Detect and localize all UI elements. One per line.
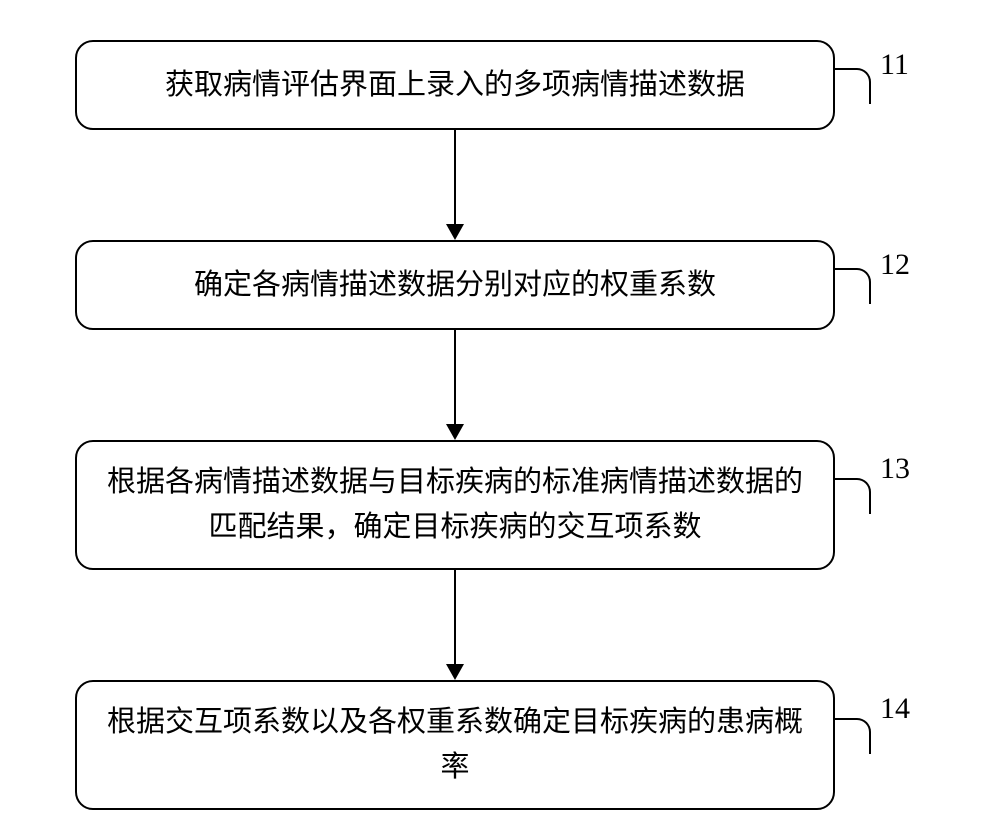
flow-node-1: 获取病情评估界面上录入的多项病情描述数据	[75, 40, 835, 130]
flow-node-1-label: 11	[880, 48, 909, 82]
flow-node-2-tick	[835, 268, 871, 304]
arrow-2-3-head	[446, 424, 464, 440]
flow-node-3: 根据各病情描述数据与目标疾病的标准病情描述数据的匹配结果，确定目标疾病的交互项系…	[75, 440, 835, 570]
arrow-1-2-head	[446, 224, 464, 240]
arrow-3-4-head	[446, 664, 464, 680]
flow-node-1-tick	[835, 68, 871, 104]
flow-node-2-label: 12	[880, 248, 910, 282]
flowchart-canvas: 获取病情评估界面上录入的多项病情描述数据 11 确定各病情描述数据分别对应的权重…	[0, 0, 1000, 825]
arrow-1-2-line	[454, 130, 456, 224]
flow-node-1-text: 获取病情评估界面上录入的多项病情描述数据	[165, 63, 745, 108]
flow-node-3-label: 13	[880, 452, 910, 486]
flow-node-4-tick	[835, 718, 871, 754]
arrow-2-3-line	[454, 330, 456, 424]
flow-node-3-tick	[835, 478, 871, 514]
flow-node-4-text: 根据交互项系数以及各权重系数确定目标疾病的患病概率	[107, 700, 803, 790]
flow-node-4: 根据交互项系数以及各权重系数确定目标疾病的患病概率	[75, 680, 835, 810]
flow-node-3-text: 根据各病情描述数据与目标疾病的标准病情描述数据的匹配结果，确定目标疾病的交互项系…	[107, 460, 803, 550]
arrow-3-4-line	[454, 570, 456, 664]
flow-node-4-label: 14	[880, 692, 910, 726]
flow-node-2-text: 确定各病情描述数据分别对应的权重系数	[194, 263, 716, 308]
flow-node-2: 确定各病情描述数据分别对应的权重系数	[75, 240, 835, 330]
